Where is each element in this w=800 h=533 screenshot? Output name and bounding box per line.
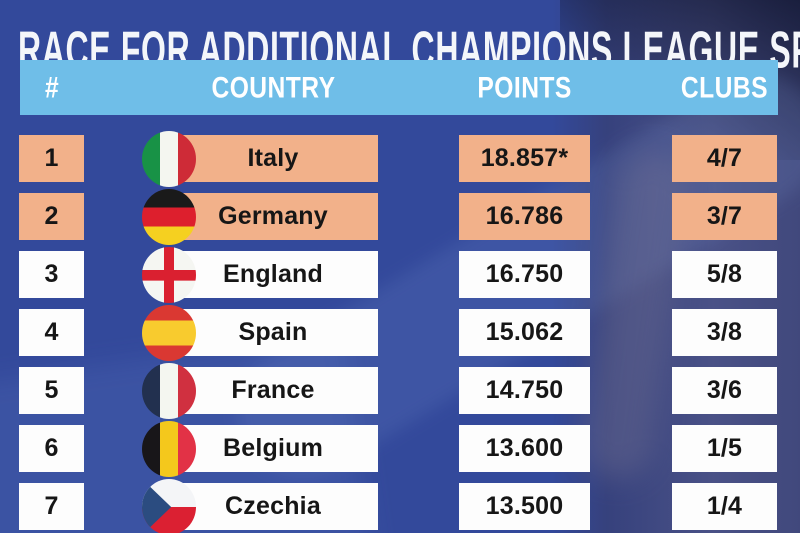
england-flag-icon [142, 247, 196, 303]
table-row: 4 Spain 15.062 3/8 [0, 305, 800, 361]
italy-flag-icon [142, 131, 196, 187]
table-row: 2 Germany 16.786 3/7 [0, 189, 800, 245]
points-cell: 14.750 [459, 367, 590, 414]
country-cell: England [168, 251, 378, 298]
header-country: COUNTRY [211, 70, 335, 104]
germany-flag-icon [142, 189, 196, 245]
header-points: POINTS [477, 70, 572, 104]
clubs-cell: 1/5 [672, 425, 777, 472]
rank-cell: 7 [19, 483, 84, 530]
clubs-cell: 1/4 [672, 483, 777, 530]
rank-cell: 6 [19, 425, 84, 472]
table-row: 7 Czechia 13.500 1/4 [0, 479, 800, 533]
czechia-flag-icon [142, 479, 196, 533]
clubs-cell: 4/7 [672, 135, 777, 182]
points-cell: 15.062 [459, 309, 590, 356]
belgium-flag-icon [142, 421, 196, 477]
country-cell: Germany [168, 193, 378, 240]
country-cell: Belgium [168, 425, 378, 472]
points-cell: 16.750 [459, 251, 590, 298]
points-cell: 13.500 [459, 483, 590, 530]
header-rank: # [44, 70, 60, 104]
france-flag-icon [142, 363, 196, 419]
table-row: 1 Italy 18.857* 4/7 [0, 131, 800, 187]
rank-cell: 2 [19, 193, 84, 240]
rank-cell: 5 [19, 367, 84, 414]
country-cell: Spain [168, 309, 378, 356]
clubs-cell: 3/8 [672, 309, 777, 356]
country-cell: France [168, 367, 378, 414]
table-row: 5 France 14.750 3/6 [0, 363, 800, 419]
country-cell: Italy [168, 135, 378, 182]
clubs-cell: 3/6 [672, 367, 777, 414]
spain-flag-icon [142, 305, 196, 361]
table-row: 6 Belgium 13.600 1/5 [0, 421, 800, 477]
clubs-cell: 3/7 [672, 193, 777, 240]
table-header: # COUNTRY POINTS CLUBS [20, 60, 778, 115]
rank-cell: 1 [19, 135, 84, 182]
country-cell: Czechia [168, 483, 378, 530]
rank-cell: 3 [19, 251, 84, 298]
table-row: 3 England 16.750 5/8 [0, 247, 800, 303]
points-cell: 18.857* [459, 135, 590, 182]
points-cell: 16.786 [459, 193, 590, 240]
clubs-cell: 5/8 [672, 251, 777, 298]
rank-cell: 4 [19, 309, 84, 356]
points-cell: 13.600 [459, 425, 590, 472]
header-clubs: CLUBS [680, 70, 769, 104]
